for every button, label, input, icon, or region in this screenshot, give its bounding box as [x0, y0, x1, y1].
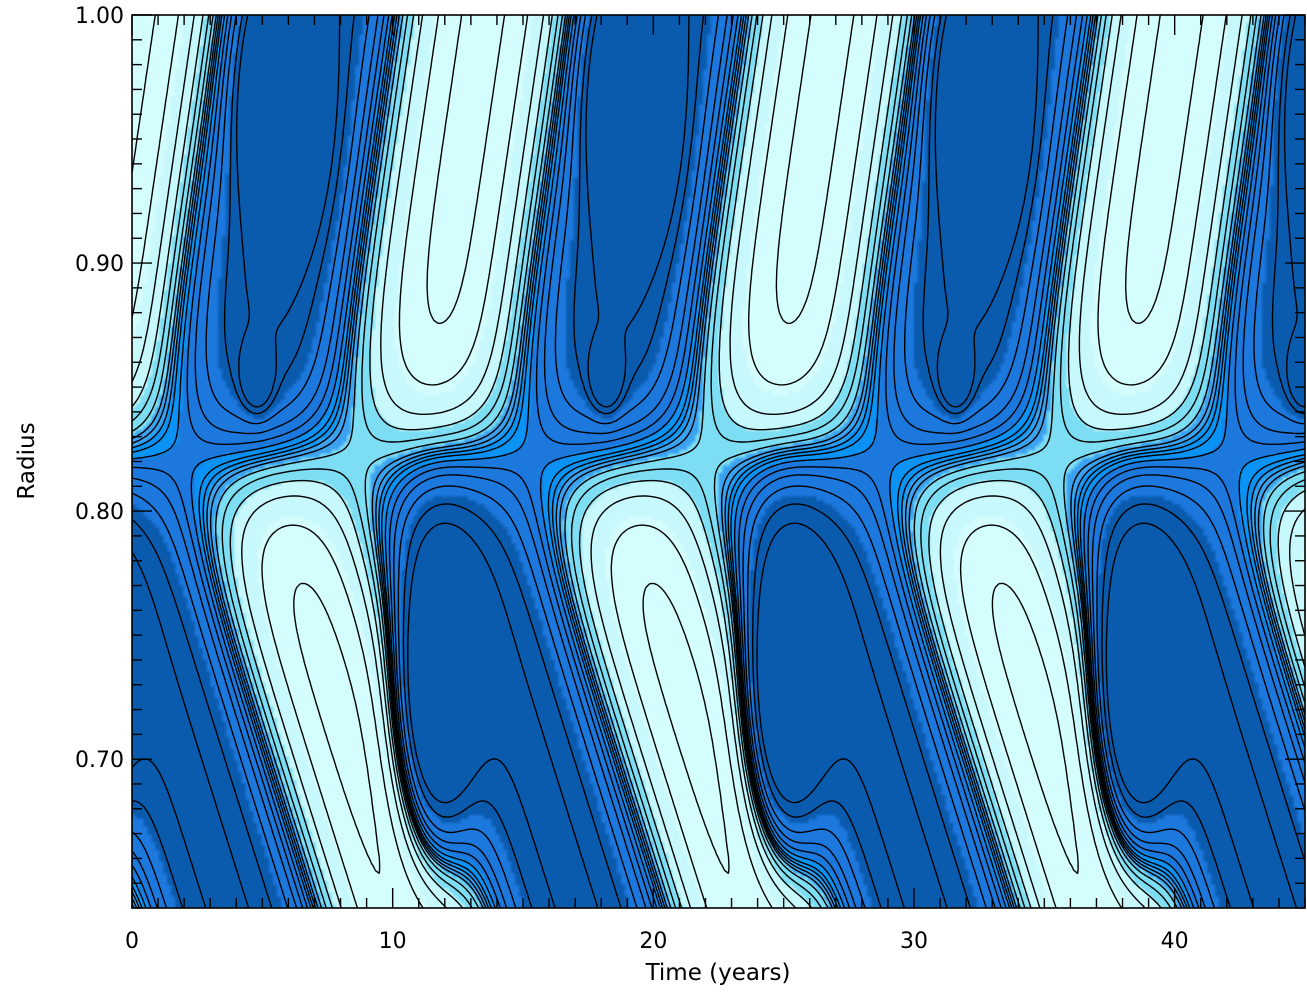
plot-area	[132, 15, 1305, 908]
contour-line-level-0	[132, 15, 1305, 908]
contour-line-level-11	[132, 15, 1305, 908]
x-tick-label: 30	[900, 929, 928, 954]
y-tick-label: 0.90	[75, 252, 124, 277]
contour-line-level-13	[132, 15, 1305, 908]
y-tick-labels: 0.70 0.80 0.90 1.00	[75, 4, 124, 773]
contour-line-level-10	[132, 15, 1305, 908]
y-tick-label: 1.00	[75, 4, 124, 29]
x-axis-title: Time (years)	[645, 960, 791, 986]
y-axis-title: Radius	[14, 422, 40, 499]
contour-line-level-14	[132, 15, 1227, 908]
x-tick-label: 10	[379, 929, 407, 954]
x-tick-labels: 0 10 20 30 40	[125, 929, 1189, 954]
x-tick-label: 20	[639, 929, 667, 954]
contour-line-level-6	[132, 15, 1305, 908]
x-tick-label: 0	[125, 929, 139, 954]
contour-line-level-8	[132, 15, 1305, 908]
contour-lines	[132, 15, 1305, 908]
contour-line-level-15	[132, 15, 1204, 875]
contour-line-level-3	[132, 15, 1305, 908]
contour-line-level-1	[132, 15, 1305, 908]
y-tick-label: 0.70	[75, 748, 124, 773]
y-tick-label: 0.80	[75, 500, 124, 525]
x-tick-label: 40	[1161, 929, 1189, 954]
contour-fill	[132, 15, 1305, 908]
contour-line-level-9	[132, 15, 1305, 908]
contour-line-level-4	[132, 15, 1305, 908]
contour-line-level-5	[132, 15, 1305, 908]
contour-line-level-12	[132, 15, 1305, 908]
axis-ticks	[131, 14, 1306, 909]
contour-line-level-7	[132, 15, 1305, 908]
